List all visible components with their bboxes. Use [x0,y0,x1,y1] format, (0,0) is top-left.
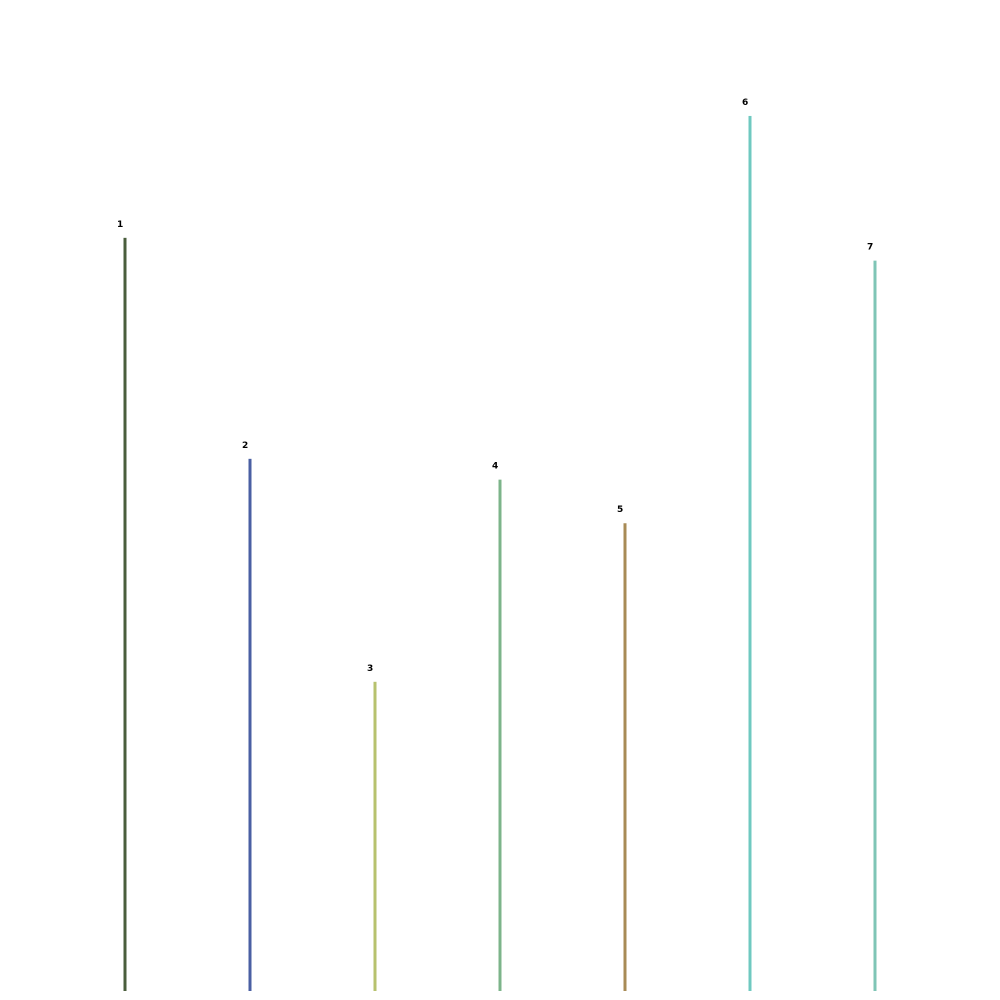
bar-1 [124,238,127,991]
bar-5 [624,523,627,991]
bar-label-1: 1 [117,220,123,230]
bar-7 [874,261,877,991]
labels-group: 1 2 3 4 5 6 7 [117,98,873,674]
bar-label-7: 7 [867,243,873,253]
bar-6 [749,116,752,991]
bar-3 [374,682,377,991]
bar-label-4: 4 [492,462,498,472]
bars-group [124,116,877,991]
bar-2 [249,459,252,991]
bar-label-3: 3 [367,664,373,674]
bar-label-2: 2 [242,441,248,451]
bar-label-6: 6 [742,98,748,108]
bar-4 [499,480,502,991]
bar-label-5: 5 [617,505,623,515]
